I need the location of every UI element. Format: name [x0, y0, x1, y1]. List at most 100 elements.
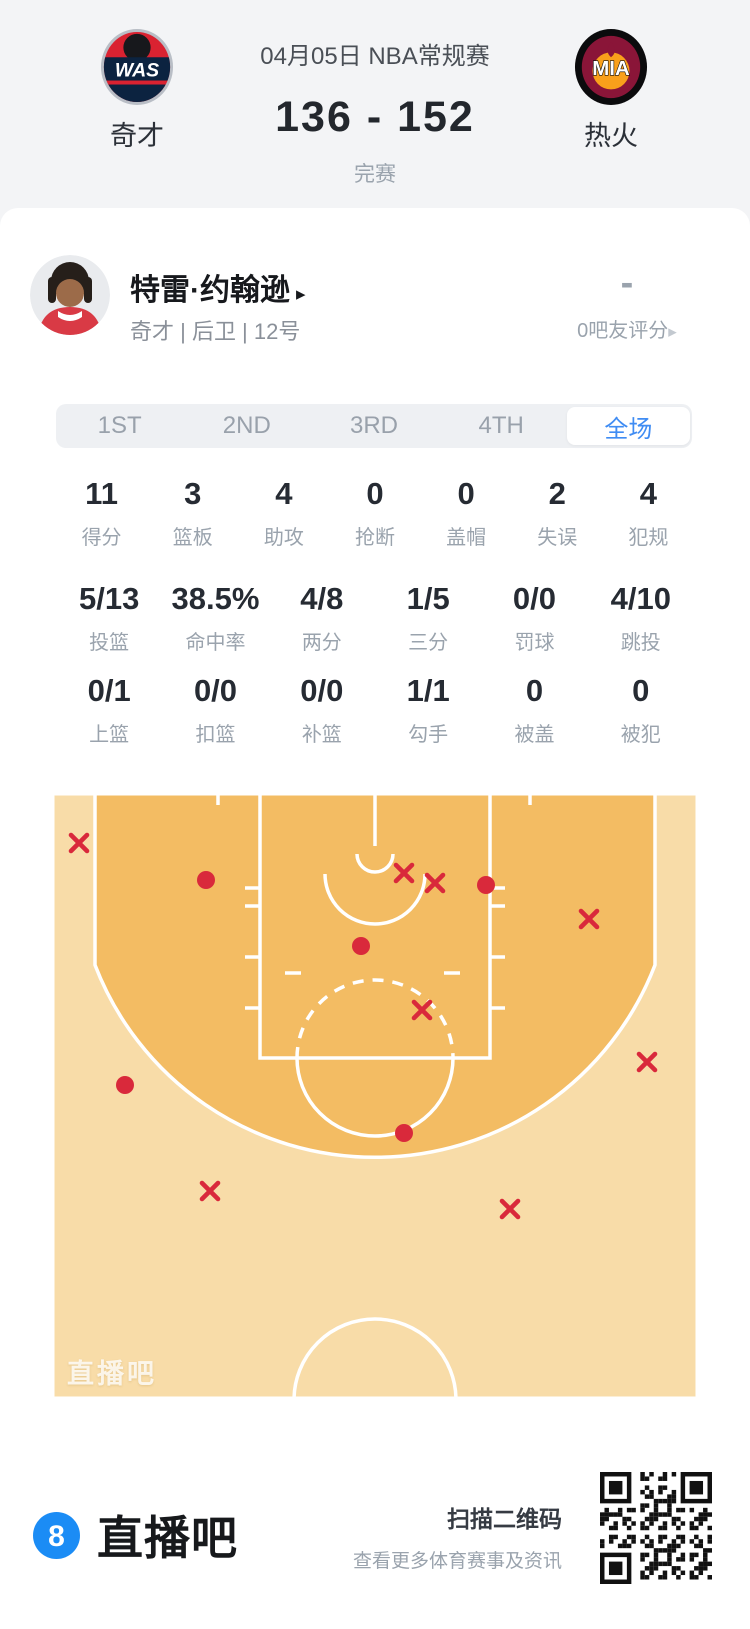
- match-date: 04月05日 NBA常规赛: [260, 43, 490, 70]
- footer-brand: 8 直播吧: [33, 1502, 238, 1568]
- away-team-name: 热火: [584, 121, 638, 151]
- court-watermark: 直播吧: [67, 1359, 157, 1389]
- home-team: WAS 奇才: [77, 28, 197, 153]
- stat-三分: 1/5 三分: [375, 581, 481, 655]
- stat-助攻: 4 助攻: [238, 476, 329, 550]
- stat-label: 命中率: [185, 632, 246, 654]
- tab-全场[interactable]: 全场: [566, 407, 691, 445]
- footer-brand-name: 直播吧: [97, 1512, 238, 1564]
- stat-两分: 4/8 两分: [269, 581, 375, 655]
- stat-value: 0: [366, 476, 384, 511]
- match-header: 04月05日 NBA常规赛 136 - 152 完赛: [175, 0, 575, 188]
- qr-code: [600, 1472, 712, 1584]
- stat-value: 0: [457, 476, 475, 511]
- rating-label: 0吧友评分▸: [562, 314, 692, 343]
- match-status: 完赛: [354, 163, 396, 186]
- stats-row-2: 5/13 投篮 38.5% 命中率 4/8 两分 1/5 三分 0/0 罚球 4/10 跳投: [56, 581, 694, 655]
- missed-shot-marker: [411, 999, 433, 1021]
- player-name: 特雷·约翰逊: [130, 274, 290, 307]
- stat-value: 4: [275, 476, 293, 511]
- stat-value: 11: [85, 476, 118, 511]
- stat-得分: 11 得分: [56, 476, 147, 550]
- missed-shot-marker: [424, 872, 446, 894]
- stat-label: 盖帽: [446, 527, 487, 549]
- stat-盖帽: 0 盖帽: [421, 476, 512, 550]
- made-shot-marker: [116, 1076, 134, 1094]
- tab-2ND[interactable]: 2ND: [222, 412, 271, 439]
- stat-篮板: 3 篮板: [147, 476, 238, 550]
- stat-value: 0/0: [300, 673, 344, 708]
- stat-value: 5/13: [78, 581, 140, 616]
- rating-label-text: 0吧友评分: [577, 320, 669, 342]
- stat-罚球: 0/0 罚球: [481, 581, 587, 655]
- away-team: MIA 热火: [551, 28, 671, 153]
- made-shot-marker: [395, 1124, 413, 1142]
- stat-犯规: 4 犯规: [603, 476, 694, 550]
- away-team-abbr: MIA: [592, 57, 630, 80]
- stat-label: 上篮: [89, 724, 130, 746]
- stat-value: 0/1: [87, 673, 131, 708]
- stat-value: 2: [548, 476, 566, 511]
- stat-label: 勾手: [408, 724, 449, 746]
- halfcourt-diagram: [51, 790, 699, 1483]
- svg-text:8: 8: [48, 1520, 65, 1553]
- stat-value: 4: [639, 476, 658, 511]
- stat-label: 扣篮: [195, 724, 236, 746]
- shot-chart: 直播吧: [51, 790, 699, 1483]
- stat-value: 38.5%: [171, 581, 260, 616]
- made-shot-marker: [197, 871, 215, 889]
- stat-label: 失误: [537, 527, 578, 549]
- stat-补篮: 0/0 补篮: [269, 673, 375, 747]
- stat-label: 得分: [81, 527, 122, 549]
- home-team-abbr: WAS: [115, 60, 159, 82]
- wizards-logo-icon: WAS: [100, 29, 174, 105]
- stat-label: 篮板: [172, 527, 213, 549]
- zhibo8-logo-icon: 8: [33, 1511, 80, 1559]
- heat-logo-icon: MIA: [574, 29, 648, 105]
- stat-label: 助攻: [263, 527, 304, 549]
- stat-label: 被盖: [514, 724, 555, 746]
- stat-value: 4/8: [300, 581, 344, 616]
- stat-扣篮: 0/0 扣篮: [162, 673, 268, 747]
- stat-勾手: 1/1 勾手: [375, 673, 481, 747]
- stat-上篮: 0/1 上篮: [56, 673, 162, 747]
- made-shot-marker: [352, 937, 370, 955]
- match-score: 136 - 152: [275, 93, 475, 141]
- stat-value: 1/1: [406, 673, 450, 708]
- missed-shot-marker: [199, 1180, 221, 1202]
- missed-shot-marker: [499, 1198, 521, 1220]
- tab-4TH[interactable]: 4TH: [478, 412, 524, 439]
- stat-被犯: 0 被犯: [588, 673, 694, 747]
- stat-label: 犯规: [628, 527, 669, 549]
- stat-value: 3: [184, 476, 202, 511]
- tab-1ST[interactable]: 1ST: [97, 412, 142, 439]
- stats-card: 特雷·约翰逊 ▸ 奇才 | 后卫 | 12号 - 0吧友评分▸ 1ST 2ND 3RD…: [0, 208, 750, 1629]
- missed-shot-marker: [68, 832, 90, 854]
- stat-value: 1/5: [406, 581, 450, 616]
- stat-label: 三分: [408, 632, 449, 654]
- stat-label: 跳投: [620, 632, 661, 654]
- rating-value: -: [620, 262, 634, 304]
- player-detail-arrow-icon: ▸: [296, 284, 306, 305]
- stat-value: 0: [525, 673, 544, 708]
- stat-value: 0/0: [193, 673, 238, 708]
- stat-value: 0/0: [512, 581, 557, 616]
- stat-value: 4/10: [610, 581, 671, 616]
- stat-label: 罚球: [514, 632, 555, 654]
- player-name-row[interactable]: 特雷·约翰逊 ▸: [130, 265, 306, 309]
- stat-跳投: 4/10 跳投: [588, 581, 694, 655]
- rating-arrow-icon: ▸: [668, 322, 677, 341]
- player-avatar: [30, 255, 110, 335]
- stat-抢断: 0 抢断: [329, 476, 420, 550]
- stat-label: 补篮: [301, 724, 342, 746]
- shot-markers: [68, 832, 658, 1220]
- stat-label: 投篮: [89, 632, 130, 654]
- player-meta: 奇才 | 后卫 | 12号: [130, 319, 301, 344]
- tab-3RD[interactable]: 3RD: [350, 412, 399, 439]
- stat-命中率: 38.5% 命中率: [162, 581, 268, 655]
- stat-label: 被犯: [620, 724, 661, 746]
- fan-rating[interactable]: - 0吧友评分▸: [562, 262, 692, 343]
- stat-label: 抢断: [354, 527, 395, 549]
- stats-row-1: 11 得分 3 篮板 4 助攻 0 抢断 0 盖帽 2 失误 4 犯规: [56, 476, 694, 550]
